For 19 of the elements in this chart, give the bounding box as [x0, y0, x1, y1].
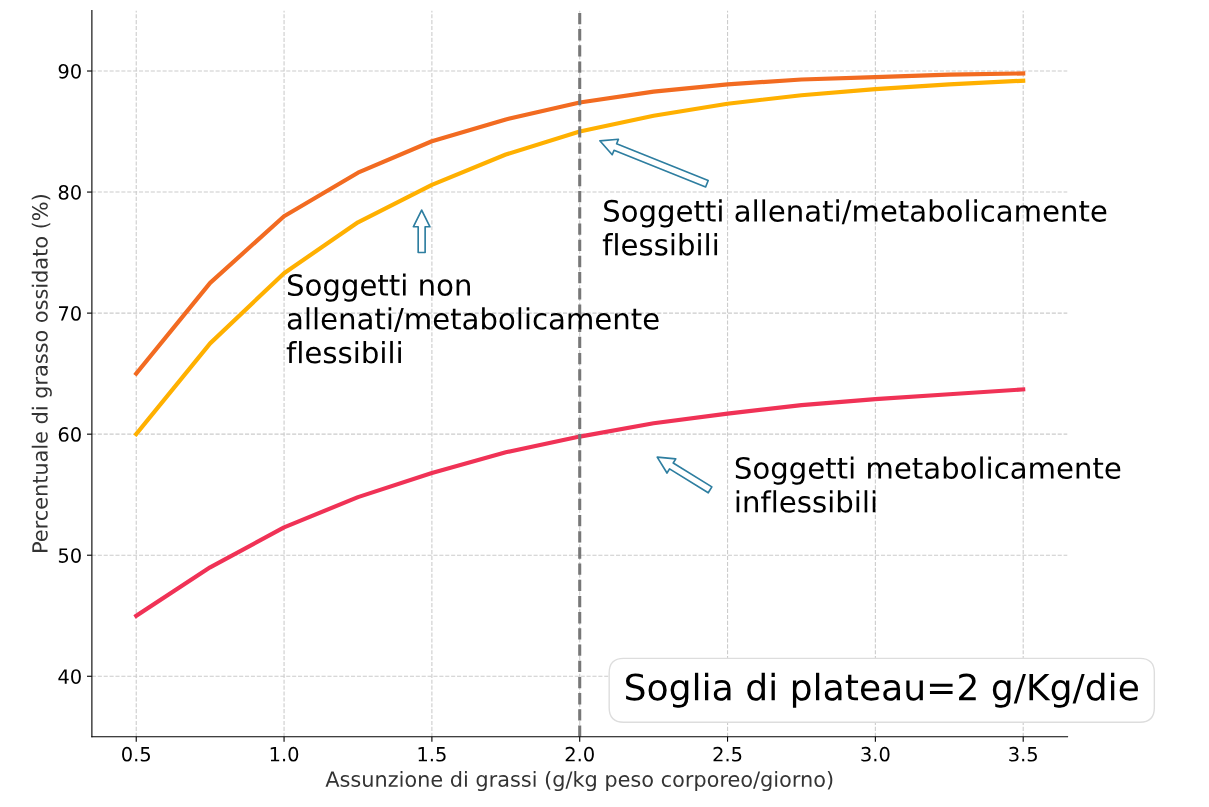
- y-axis-title: Percentuale di grasso ossidato (%): [31, 195, 52, 552]
- y-tick-label: 50: [58, 548, 81, 563]
- annotation: Soggetti non allenati/metabolicamente flessibili: [286, 273, 659, 364]
- y-tick-label: 90: [58, 63, 81, 79]
- x-tick-label: 3.5: [1009, 746, 1037, 762]
- ref-line-label: Soglia di plateau=2 g/Kg/die: [626, 672, 1138, 708]
- annotation: Soggetti allenati/metabolicamente flessibili: [602, 199, 1107, 256]
- x-tick-label: 1.0: [270, 746, 299, 762]
- x-tick-label: 2.0: [565, 746, 594, 762]
- y-tick-label: 60: [58, 427, 81, 442]
- annotation: Soggetti metabolicamente inflessibili: [735, 456, 1121, 513]
- x-tick-label: 3.0: [861, 746, 890, 762]
- y-tick-label: 70: [59, 306, 81, 321]
- x-tick-label: 1.5: [418, 747, 446, 762]
- x-tick-label: 2.5: [713, 746, 742, 762]
- x-axis-title: Assunzione di grassi (g/kg peso corporeo/giorno): [325, 770, 833, 792]
- x-tick-label: 0.5: [122, 746, 150, 762]
- y-tick-label: 80: [58, 185, 81, 200]
- y-tick-label: 40: [58, 669, 81, 684]
